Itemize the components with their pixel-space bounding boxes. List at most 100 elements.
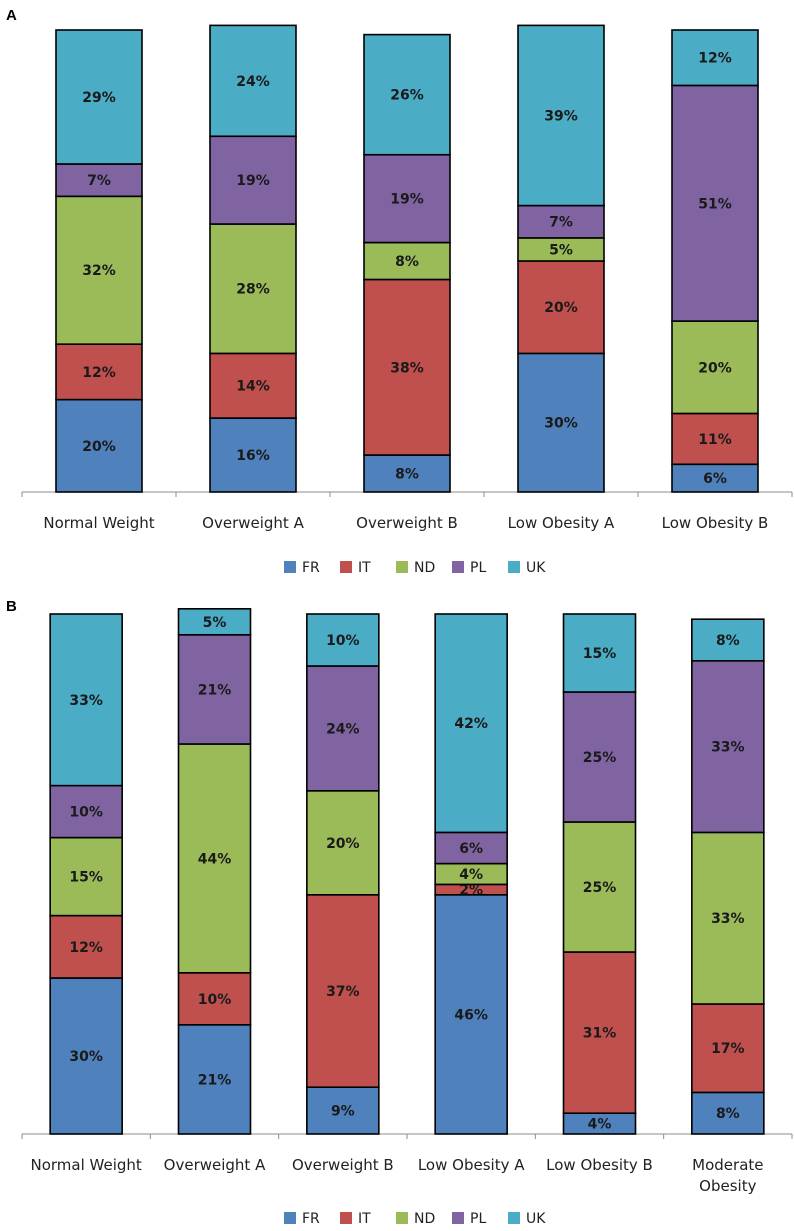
legend-swatch-a-nd [396,561,408,573]
data-label-b-low-obesity-a-it: 2% [459,883,483,899]
data-label-a-overweight-b-pl: 19% [390,192,424,208]
legend-label-b-uk: UK [526,1211,546,1227]
bar-a-normal-weight-fr [55,398,143,493]
bar-a-overweight-b-uk [363,33,451,156]
data-label-b-normal-weight-it: 12% [69,940,103,956]
data-label-b-overweight-a-pl: 21% [198,682,232,698]
bar-b-overweight-a-uk [177,607,252,636]
bar-a-low-obesity-a-uk [517,24,605,207]
bar-a-low-obesity-b-pl [671,84,759,322]
data-label-a-low-obesity-a-fr: 30% [544,416,578,432]
legend-label-a-uk: UK [526,560,546,576]
data-label-b-low-obesity-b-uk: 15% [583,646,617,662]
bar-a-overweight-a-uk [209,24,297,138]
data-label-a-low-obesity-b-fr: 6% [703,471,727,487]
bar-b-overweight-a-nd [177,743,252,974]
legend-label-b-fr: FR [302,1211,320,1227]
data-label-b-overweight-a-fr: 21% [198,1072,232,1088]
legend-label-a-nd: ND [414,560,435,576]
legend-swatch-b-it [340,1212,352,1224]
data-label-a-overweight-a-nd: 28% [236,282,270,298]
bar-a-normal-weight-nd [55,195,143,345]
data-label-b-overweight-b-nd: 20% [326,836,360,852]
bar-b-moderate-obesity-uk [691,618,765,662]
bar-b-moderate-obesity-nd [691,831,765,1005]
category-label-b-overweight-b: Overweight B [292,1156,394,1174]
bar-a-overweight-b-pl [363,153,451,244]
bar-b-moderate-obesity-fr [691,1091,765,1135]
bar-b-moderate-obesity-pl [691,659,765,834]
bar-b-overweight-a-it [177,971,252,1026]
bar-b-low-obesity-a-uk [434,613,508,834]
category-label-b-low-obesity-b: Low Obesity B [546,1156,653,1174]
legend-label-b-it: IT [358,1211,371,1227]
bar-b-low-obesity-b-uk [562,613,637,693]
bar-b-overweight-b-uk [306,613,380,667]
data-label-a-overweight-a-fr: 16% [236,448,270,464]
legend-swatch-a-fr [284,561,296,573]
data-label-b-normal-weight-nd: 15% [69,870,103,886]
panel-b-chart: 30% 12% 15% 10% 33% Normal Weight 21% 10% 44% 21%… [21,607,793,1227]
bar-b-low-obesity-a-pl [434,831,508,865]
bar-b-overweight-a-fr [177,1024,252,1135]
data-label-a-overweight-a-uk: 24% [236,74,270,90]
legend-swatch-a-pl [452,561,464,573]
bar-a-normal-weight-uk [55,29,143,165]
category-label-b-moderate-obesity: Moderate Obesity [692,1156,763,1195]
data-label-b-overweight-b-uk: 10% [326,633,360,649]
data-label-a-normal-weight-it: 12% [82,365,116,381]
data-label-b-moderate-obesity-fr: 8% [716,1106,740,1122]
category-label-a-low-obesity-a: Low Obesity A [508,514,615,532]
category-label-b-low-obesity-a: Low Obesity A [418,1156,525,1174]
data-label-a-overweight-a-it: 14% [236,379,270,395]
data-label-b-low-obesity-b-pl: 25% [583,750,617,766]
data-label-a-normal-weight-nd: 32% [82,263,116,279]
data-label-b-normal-weight-fr: 30% [69,1049,103,1065]
bar-b-normal-weight-pl [49,784,123,839]
category-label-a-normal-weight: Normal Weight [43,514,154,532]
legend-label-a-fr: FR [302,560,320,576]
category-label-a-low-obesity-b: Low Obesity B [662,514,769,532]
bar-a-overweight-b-it [363,278,451,456]
data-label-b-moderate-obesity-pl: 33% [711,740,745,756]
bar-a-low-obesity-b-nd [671,320,759,415]
category-label-b-normal-weight: Normal Weight [31,1156,142,1174]
legend-label-b-pl: PL [470,1211,486,1227]
data-label-a-low-obesity-b-uk: 12% [698,51,732,67]
data-label-a-overweight-b-uk: 26% [390,88,424,104]
data-label-b-low-obesity-a-nd: 4% [459,867,483,883]
bar-a-low-obesity-a-it [517,260,605,355]
legend-swatch-b-fr [284,1212,296,1224]
data-label-b-overweight-b-it: 37% [326,984,360,1000]
legend-label-a-it: IT [358,560,371,576]
data-label-b-moderate-obesity-it: 17% [711,1041,745,1057]
bar-b-moderate-obesity-it [691,1003,765,1094]
data-label-a-overweight-a-pl: 19% [236,173,270,189]
panel-a-chart: 20% 12% 32% 7% 29% Normal Weight 16% 14% 28% 19% 2… [21,24,793,576]
legend-swatch-a-it [340,561,352,573]
bar-b-normal-weight-uk [49,613,123,787]
bar-b-low-obesity-b-nd [562,821,637,953]
data-label-b-low-obesity-a-pl: 6% [459,841,483,857]
legend-swatch-b-nd [396,1212,408,1224]
data-label-a-low-obesity-a-nd: 5% [549,242,573,258]
data-label-a-normal-weight-uk: 29% [82,90,116,106]
data-label-a-overweight-b-it: 38% [390,360,424,376]
legend-label-a-pl: PL [470,560,486,576]
data-label-b-low-obesity-a-fr: 46% [454,1007,488,1023]
bar-a-overweight-a-it [209,352,297,419]
bar-b-low-obesity-b-pl [562,691,637,823]
bar-b-overweight-b-it [306,893,380,1088]
data-label-b-low-obesity-b-it: 31% [583,1026,617,1042]
data-label-a-low-obesity-a-uk: 39% [544,108,578,124]
data-label-b-moderate-obesity-nd: 33% [711,911,745,927]
data-label-b-overweight-b-pl: 24% [326,721,360,737]
data-label-a-overweight-b-nd: 8% [395,254,419,270]
bar-a-overweight-b-nd [363,241,451,281]
data-label-a-low-obesity-b-it: 11% [698,432,732,448]
data-label-b-normal-weight-uk: 33% [69,693,103,709]
legend-swatch-b-pl [452,1212,464,1224]
data-label-a-low-obesity-a-it: 20% [544,300,578,316]
data-label-a-low-obesity-b-pl: 51% [698,196,732,212]
